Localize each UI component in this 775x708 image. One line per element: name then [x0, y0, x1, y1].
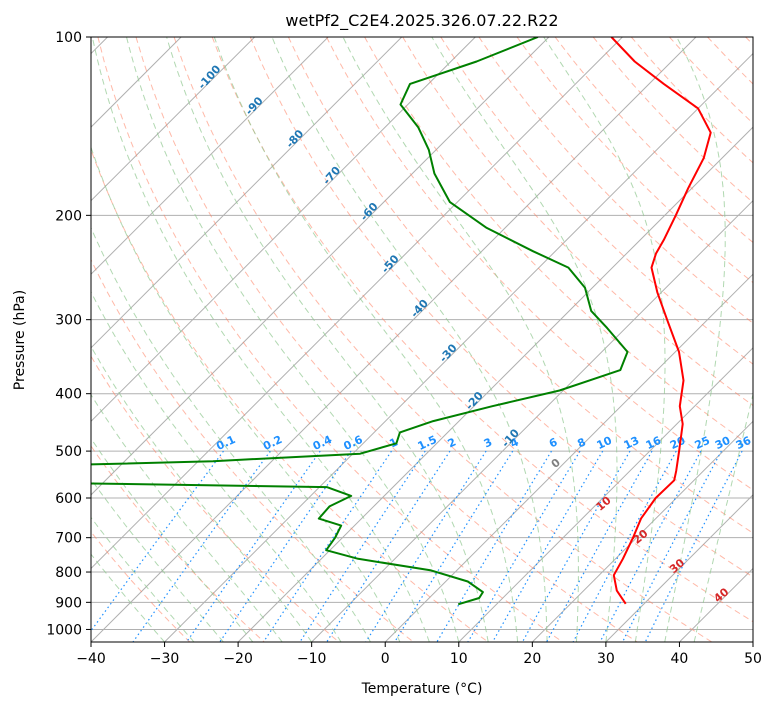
isotherm-line — [91, 37, 403, 349]
x-tick-label: −20 — [223, 651, 253, 667]
moist-adiabat — [91, 226, 371, 642]
y-tick-label: 100 — [55, 30, 82, 46]
mixing-ratio-label: 13 — [622, 434, 641, 452]
dry-adiabat — [249, 37, 753, 578]
adiabats — [91, 37, 753, 642]
moist-adiabat — [342, 37, 579, 642]
mixing-ratio-label: 16 — [644, 434, 664, 452]
mixing-ratio-line — [299, 450, 426, 642]
x-tick-label: 50 — [744, 651, 762, 667]
mixing-ratio-line — [262, 450, 392, 642]
moist-adiabat — [664, 37, 726, 642]
x-tick-label: 30 — [597, 651, 615, 667]
mixing-ratio-label: 30 — [713, 434, 733, 452]
mixing-ratio-line — [521, 450, 631, 642]
moist-adiabat — [431, 37, 618, 642]
isotherm-line — [91, 37, 329, 275]
dry-adiabat — [211, 37, 753, 623]
y-tick-label: 600 — [55, 491, 82, 507]
dewpoint-profile — [91, 37, 629, 606]
isotherm-line — [164, 52, 753, 642]
y-tick-label: 300 — [55, 313, 82, 329]
moist-adiabat — [91, 37, 430, 642]
mixing-ratio-line — [622, 450, 722, 642]
isotherm-line — [605, 494, 753, 642]
mixing-ratio-label: 25 — [693, 434, 712, 452]
mixing-ratio-line — [546, 450, 653, 642]
isotherm-line — [384, 273, 753, 642]
isotherm-line — [531, 420, 753, 642]
dry-adiabat — [91, 445, 265, 642]
x-tick-label: 0 — [381, 651, 390, 667]
x-tick-label: −40 — [76, 651, 106, 667]
isotherm-line — [91, 37, 697, 642]
dry-adiabat — [440, 37, 753, 365]
y-tick-label: 1000 — [46, 622, 82, 638]
moist-adiabat — [91, 478, 224, 642]
mixing-ratio-line — [467, 450, 581, 642]
mixing-ratio-line — [644, 450, 743, 642]
dry-adiabat — [402, 37, 753, 407]
mixing-ratio-line — [492, 450, 604, 642]
x-axis-title: Temperature (°C) — [361, 681, 483, 697]
mixing-ratio-line — [326, 450, 451, 642]
moist-adiabat — [91, 516, 195, 642]
mixing-ratio-label: 10 — [595, 434, 615, 452]
y-tick-label: 800 — [55, 565, 82, 581]
x-tick-label: −30 — [150, 651, 180, 667]
mixing-ratio-line — [219, 450, 352, 642]
dry-adiabat — [91, 258, 414, 642]
dry-adiabat — [287, 37, 753, 534]
plot-background — [91, 37, 753, 642]
x-tick-label: 40 — [671, 651, 689, 667]
isotherm-line — [752, 641, 753, 642]
isotherm-line — [91, 37, 623, 570]
mixing-ratio-lines — [91, 450, 743, 642]
plot-area — [91, 37, 753, 642]
isotherm-line — [237, 126, 753, 642]
y-tick-label: 200 — [55, 208, 82, 224]
mixing-ratio-line — [91, 450, 224, 632]
isotherm-line — [91, 37, 476, 423]
mixing-ratio-label: 36 — [734, 434, 754, 452]
dry-adiabat — [326, 37, 753, 491]
grid — [91, 37, 753, 642]
mixing-ratio-line — [599, 450, 702, 642]
isotherm-line — [91, 37, 256, 202]
dry-adiabat — [135, 37, 638, 642]
isotherm-line — [458, 347, 753, 642]
mixing-ratio-label: 20 — [668, 434, 688, 452]
y-tick-label: 900 — [55, 595, 82, 611]
temperature-profile — [610, 37, 712, 605]
dry-adiabat — [478, 37, 753, 324]
axes: −40 −30 −20 −10 0 10 20 30 40 50 100 200 300 400 500 60… — [46, 30, 762, 667]
moist-adiabat — [91, 290, 342, 642]
y-tick-label: 700 — [55, 531, 82, 547]
moist-adiabat — [166, 37, 489, 642]
moist-adiabat — [91, 437, 254, 642]
x-tick-label: 10 — [450, 651, 468, 667]
moist-adiabat — [213, 37, 519, 642]
moist-adiabat — [91, 553, 165, 642]
dry-adiabat — [97, 37, 563, 642]
dry-adiabat — [173, 37, 713, 642]
mixing-ratio-line — [436, 450, 553, 642]
mixing-ratio-line — [572, 450, 677, 642]
moist-adiabat — [126, 37, 460, 642]
dry-adiabat — [91, 355, 340, 642]
y-axis-title: Pressure (hPa) — [12, 290, 28, 390]
moist-adiabat — [693, 392, 753, 642]
plot-frame — [90, 36, 754, 643]
x-tick-label: 20 — [523, 651, 541, 667]
chart-title: wetPf2_C2E4.2025.326.07.22.R22 — [285, 11, 558, 31]
y-tick-label: 400 — [55, 387, 82, 403]
moist-adiabat — [91, 345, 313, 642]
profiles — [91, 37, 712, 606]
isotherm-line — [91, 37, 550, 496]
x-tick-label: −10 — [297, 651, 327, 667]
moist-adiabat — [543, 37, 666, 642]
y-tick-label: 500 — [55, 444, 82, 460]
